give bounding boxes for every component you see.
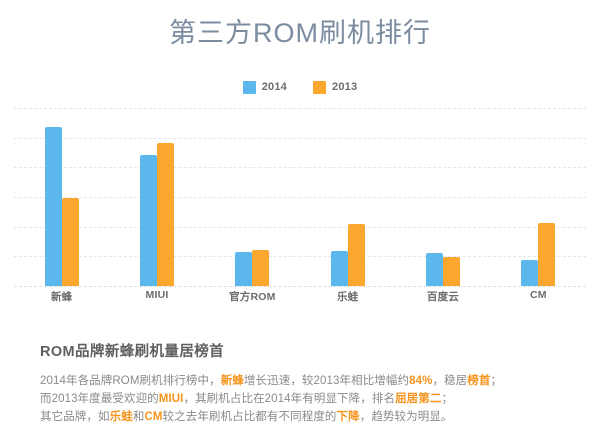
chart-legend: 2014 2013 xyxy=(0,80,600,94)
legend-swatch-2014-icon xyxy=(242,80,256,94)
legend-swatch-2013-icon xyxy=(313,80,326,94)
summary-body: 2014年各品牌ROM刷机排行榜中，新蜂增长迅速，较2013年相比增幅约84%，… xyxy=(40,372,574,426)
summary-highlight: 新蜂 xyxy=(220,375,244,387)
bar-chart: 新蜂 MIUI 官方ROM 乐蛙 百度云 CM xyxy=(0,108,600,303)
legend-item-2014[interactable]: 2014 xyxy=(242,80,287,94)
bar-2013-乐蛙[interactable] xyxy=(347,223,365,286)
summary-heading: ROM品牌新蜂刷机量居榜首 xyxy=(40,344,225,360)
summary-text: 和 xyxy=(132,411,145,423)
summary-text: ； xyxy=(441,393,454,405)
bar-2014-CM[interactable] xyxy=(521,260,539,286)
summary-text: 较之去年刷机占比都有不同程度的 xyxy=(162,411,337,423)
summary-text: ，趋势较为明显。 xyxy=(359,411,453,423)
summary-highlight: 榜首 xyxy=(467,375,491,387)
bar-group xyxy=(205,108,300,286)
summary-highlight: 84% xyxy=(409,375,433,387)
summary-text: 其它品牌，如 xyxy=(40,411,110,423)
bar-2013-新蜂[interactable] xyxy=(61,197,79,286)
bar-2013-百度云[interactable] xyxy=(442,257,460,286)
x-axis-label: MIUI xyxy=(145,289,169,301)
bar-2014-MIUI[interactable] xyxy=(139,155,157,286)
page-title: 第三方ROM刷机排行 xyxy=(169,18,431,48)
chart-x-axis-labels: 新蜂 MIUI 官方ROM 乐蛙 百度云 CM xyxy=(14,289,586,304)
summary-line: 2014年各品牌ROM刷机排行榜中，新蜂增长迅速，较2013年相比增幅约84%，… xyxy=(40,372,574,390)
chart-baseline xyxy=(14,286,586,287)
bar-2014-新蜂[interactable] xyxy=(44,126,62,286)
summary-text: ，其刷机占比在2014年有明显下降，排名 xyxy=(183,393,396,405)
chart-plot-area xyxy=(14,108,586,287)
bar-group xyxy=(14,108,109,286)
legend-label-2013: 2013 xyxy=(332,81,358,93)
summary-line: 而2013年度最受欢迎的MIUI，其刷机占比在2014年有明显下降，排名屈居第二… xyxy=(40,390,574,408)
summary-highlight: 屈居第二 xyxy=(395,393,442,405)
summary-text: 而2013年度最受欢迎的 xyxy=(40,393,159,405)
bar-group xyxy=(395,108,490,286)
x-axis-label: 新蜂 xyxy=(50,291,73,303)
x-axis-label: 官方ROM xyxy=(229,291,276,303)
x-axis-label: CM xyxy=(529,289,547,301)
summary-highlight: 下降 xyxy=(336,411,360,423)
summary-highlight: 乐蛙 xyxy=(109,411,133,423)
summary-highlight: MIUI xyxy=(158,393,184,405)
bar-2013-MIUI[interactable] xyxy=(156,142,174,286)
summary-highlight: CM xyxy=(144,411,163,423)
summary-text: 增长迅速，较2013年相比增幅约 xyxy=(243,375,410,387)
x-axis-label: 乐蛙 xyxy=(336,291,359,303)
bar-2014-官方ROM[interactable] xyxy=(235,252,253,286)
bar-group xyxy=(300,108,395,286)
bar-group xyxy=(109,108,204,286)
summary-text: ，稳居 xyxy=(432,375,468,387)
bar-group xyxy=(491,108,586,286)
summary-line: 其它品牌，如乐蛙和CM较之去年刷机占比都有不同程度的下降，趋势较为明显。 xyxy=(40,408,574,426)
legend-label-2014: 2014 xyxy=(261,81,287,93)
summary-text: ； xyxy=(490,375,503,387)
bar-2013-官方ROM[interactable] xyxy=(252,250,270,286)
chart-bar-groups xyxy=(14,108,586,286)
bar-2013-CM[interactable] xyxy=(538,222,556,286)
x-axis-label: 百度云 xyxy=(426,291,460,303)
bar-2014-百度云[interactable] xyxy=(425,253,443,286)
summary-section: ROM品牌新蜂刷机量居榜首 2014年各品牌ROM刷机排行榜中，新蜂增长迅速，较… xyxy=(40,343,574,426)
summary-text: 2014年各品牌ROM刷机排行榜中， xyxy=(40,375,221,387)
bar-2014-乐蛙[interactable] xyxy=(330,251,348,286)
legend-item-2013[interactable]: 2013 xyxy=(313,80,358,94)
